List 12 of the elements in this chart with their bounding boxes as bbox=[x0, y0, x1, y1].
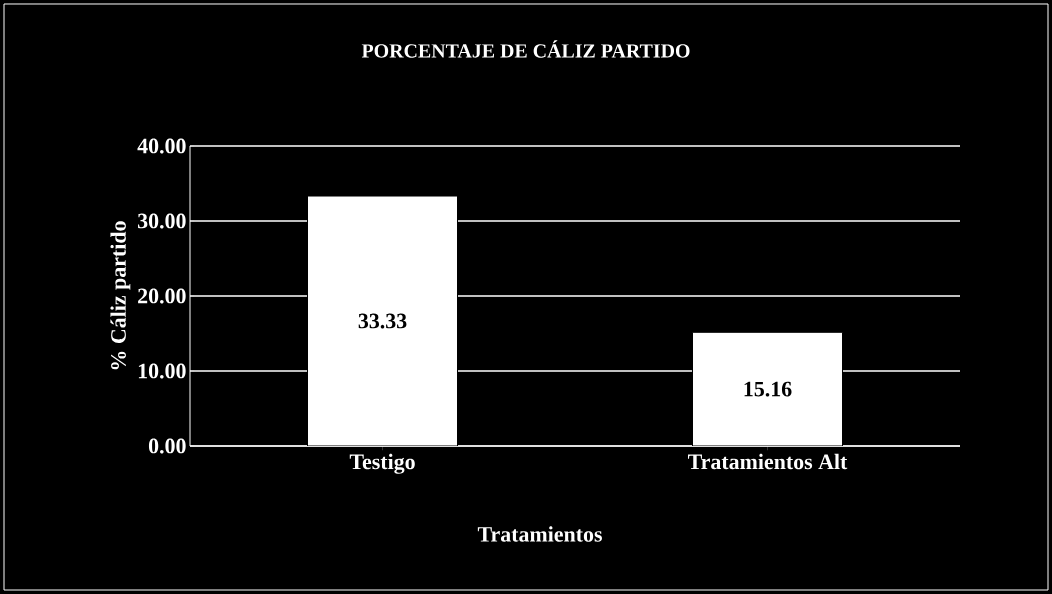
x-tick-label: Testigo bbox=[349, 453, 415, 474]
y-axis-title: % Cáliz partido bbox=[110, 221, 131, 370]
x-tick-label: Tratamientos Alt bbox=[688, 453, 848, 470]
data-label: 15.16 bbox=[744, 381, 792, 397]
data-label: 33.33 bbox=[358, 313, 407, 329]
y-tick-label: 0.00 bbox=[148, 438, 186, 454]
y-tick-label: 20.00 bbox=[138, 288, 186, 304]
chart-title: PORCENTAJE DE CÁLIZ PARTIDO bbox=[361, 40, 690, 58]
y-tick-label: 40.00 bbox=[137, 138, 186, 154]
y-tick-label: 30.00 bbox=[137, 213, 186, 229]
y-tick-label: 10.00 bbox=[138, 363, 186, 379]
x-axis-title: Tratamientos bbox=[477, 526, 602, 542]
